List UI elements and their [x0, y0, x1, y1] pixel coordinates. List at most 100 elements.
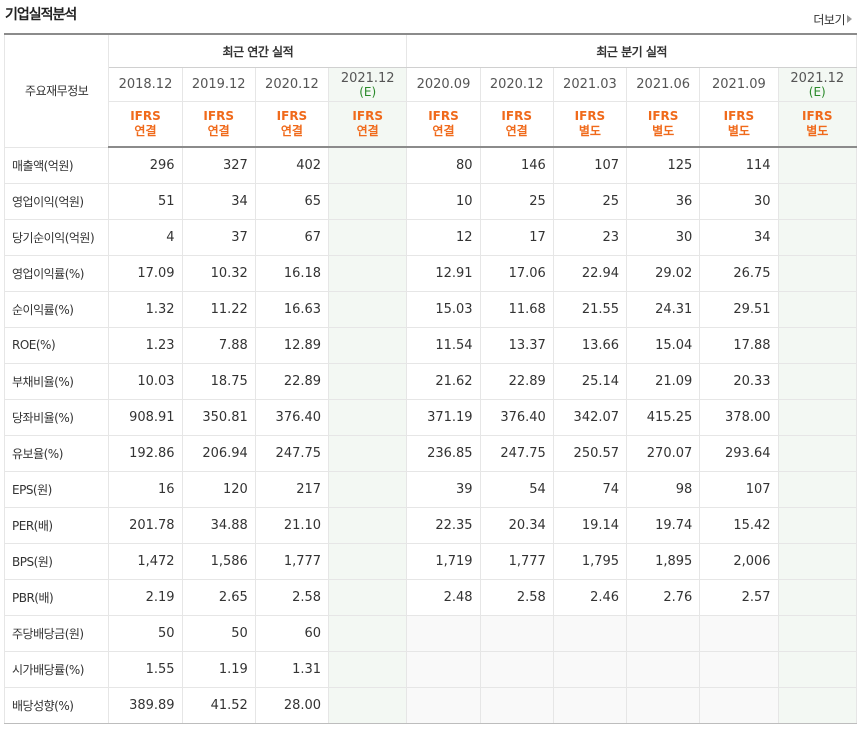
table-cell: 25 — [552, 182, 628, 220]
table-row: 영업이익률(%) 17.09 10.32 16.18 12.91 17.06 22.94 29… — [3, 254, 858, 292]
row-label: PBR(배) — [3, 578, 110, 616]
table-cell — [777, 362, 858, 400]
ifrs-label: IFRS — [203, 109, 234, 123]
table-row: 배당성향(%) 389.89 41.52 28.00 — [3, 686, 858, 724]
table-cell: 1,777 — [479, 542, 554, 580]
basis-label: 연결 — [505, 124, 528, 138]
row-label: 순이익률(%) — [3, 290, 110, 328]
table-cell — [777, 686, 858, 724]
ifrs-label: IFRS — [501, 109, 532, 123]
table-cell — [626, 686, 701, 724]
table-cell: 1.23 — [108, 326, 183, 364]
table-cell — [552, 614, 628, 652]
table-cell: 12.91 — [406, 254, 481, 292]
table-cell: 17.06 — [479, 254, 554, 292]
table-cell: 19.74 — [626, 506, 701, 544]
row-label: EPS(원) — [3, 470, 110, 508]
ifrs-label: IFRS — [276, 109, 308, 123]
table-cell: 51 — [108, 182, 183, 220]
table-cell: 34 — [699, 218, 779, 256]
table-cell: 41.52 — [181, 686, 256, 724]
table-row: 주당배당금(원) 50 50 60 — [3, 614, 858, 652]
table-cell: 26.75 — [699, 254, 779, 292]
table-row: 유보율(%) 192.86 206.94 247.75 236.85 247.75 250.… — [3, 434, 858, 472]
ifrs-label: IFRS — [723, 109, 755, 123]
table-cell — [328, 182, 408, 220]
row-label: 당좌비율(%) — [3, 398, 110, 436]
table-cell — [328, 506, 408, 544]
table-cell — [552, 650, 628, 688]
table-cell — [777, 470, 858, 508]
ifrs-label: IFRS — [352, 109, 383, 123]
table-cell: 7.88 — [181, 326, 256, 364]
basis-label: 연결 — [280, 124, 303, 138]
estimate-mark: (E) — [808, 84, 826, 99]
table-cell: 36 — [626, 182, 701, 220]
table-cell — [777, 290, 858, 328]
table-cell: 16.18 — [254, 254, 330, 292]
table-row: BPS(원) 1,472 1,586 1,777 1,719 1,777 1,795 1,89… — [3, 542, 858, 580]
more-link[interactable]: 더보기 — [813, 11, 852, 28]
annual-group-header: 최근 연간 실적 — [108, 33, 408, 68]
row-label: 매출액(억원) — [3, 146, 110, 184]
table-cell: 21.09 — [626, 362, 701, 400]
table-cell: 342.07 — [552, 398, 628, 436]
table-cell: 908.91 — [108, 398, 183, 436]
table-cell: 1,777 — [254, 542, 330, 580]
table-cell: 22.35 — [406, 506, 481, 544]
table-cell — [777, 614, 858, 652]
table-cell: 34 — [181, 182, 256, 220]
table-cell — [328, 146, 408, 184]
section-title: 기업실적분석 — [5, 7, 77, 23]
table-cell: 65 — [254, 182, 330, 220]
table-cell — [328, 650, 408, 688]
table-cell: 30 — [699, 182, 779, 220]
table-cell — [328, 578, 408, 616]
table-cell: 270.07 — [626, 434, 701, 472]
table-cell: 50 — [108, 614, 183, 652]
table-cell: 120 — [181, 470, 256, 508]
table-cell: 67 — [254, 218, 330, 256]
row-label: 유보율(%) — [3, 434, 110, 472]
table-cell: 17 — [479, 218, 554, 256]
table-cell: 250.57 — [552, 434, 628, 472]
basis-label: 별도 — [727, 124, 750, 138]
accounting-basis: IFRS 별도 — [552, 101, 628, 148]
basis-label: 연결 — [207, 124, 230, 138]
table-cell: 10.32 — [181, 254, 256, 292]
table-cell — [552, 686, 628, 724]
table-cell: 247.75 — [479, 434, 554, 472]
table-cell — [328, 362, 408, 400]
table-cell — [699, 650, 779, 688]
table-cell — [479, 614, 554, 652]
table-cell — [328, 326, 408, 364]
table-cell — [328, 254, 408, 292]
table-row: 당기순이익(억원) 4 37 67 12 17 23 30 34 — [3, 218, 858, 256]
table-cell: 21.55 — [552, 290, 628, 328]
table-cell: 80 — [406, 146, 481, 184]
table-cell: 2.57 — [699, 578, 779, 616]
table-cell — [328, 218, 408, 256]
table-cell: 217 — [254, 470, 330, 508]
table-cell — [406, 614, 481, 652]
basis-label: 연결 — [432, 124, 455, 138]
more-label: 더보기 — [813, 13, 845, 27]
table-cell — [626, 614, 701, 652]
table-cell — [328, 542, 408, 580]
period-header: 2019.12 — [181, 67, 256, 102]
table-cell: 327 — [181, 146, 256, 184]
table-cell: 12 — [406, 218, 481, 256]
table-cell: 192.86 — [108, 434, 183, 472]
accounting-basis: IFRS 연결 — [479, 101, 554, 148]
table-cell — [777, 326, 858, 364]
table-cell: 1,895 — [626, 542, 701, 580]
table-cell — [406, 686, 481, 724]
table-cell: 1,472 — [108, 542, 183, 580]
table-cell — [777, 578, 858, 616]
row-label: ROE(%) — [3, 326, 110, 364]
table-cell: 2.46 — [552, 578, 628, 616]
table-row: 부채비율(%) 10.03 18.75 22.89 21.62 22.89 25.14 21.… — [3, 362, 858, 400]
chevron-right-icon — [847, 15, 852, 23]
table-cell: 402 — [254, 146, 330, 184]
table-cell: 22.94 — [552, 254, 628, 292]
